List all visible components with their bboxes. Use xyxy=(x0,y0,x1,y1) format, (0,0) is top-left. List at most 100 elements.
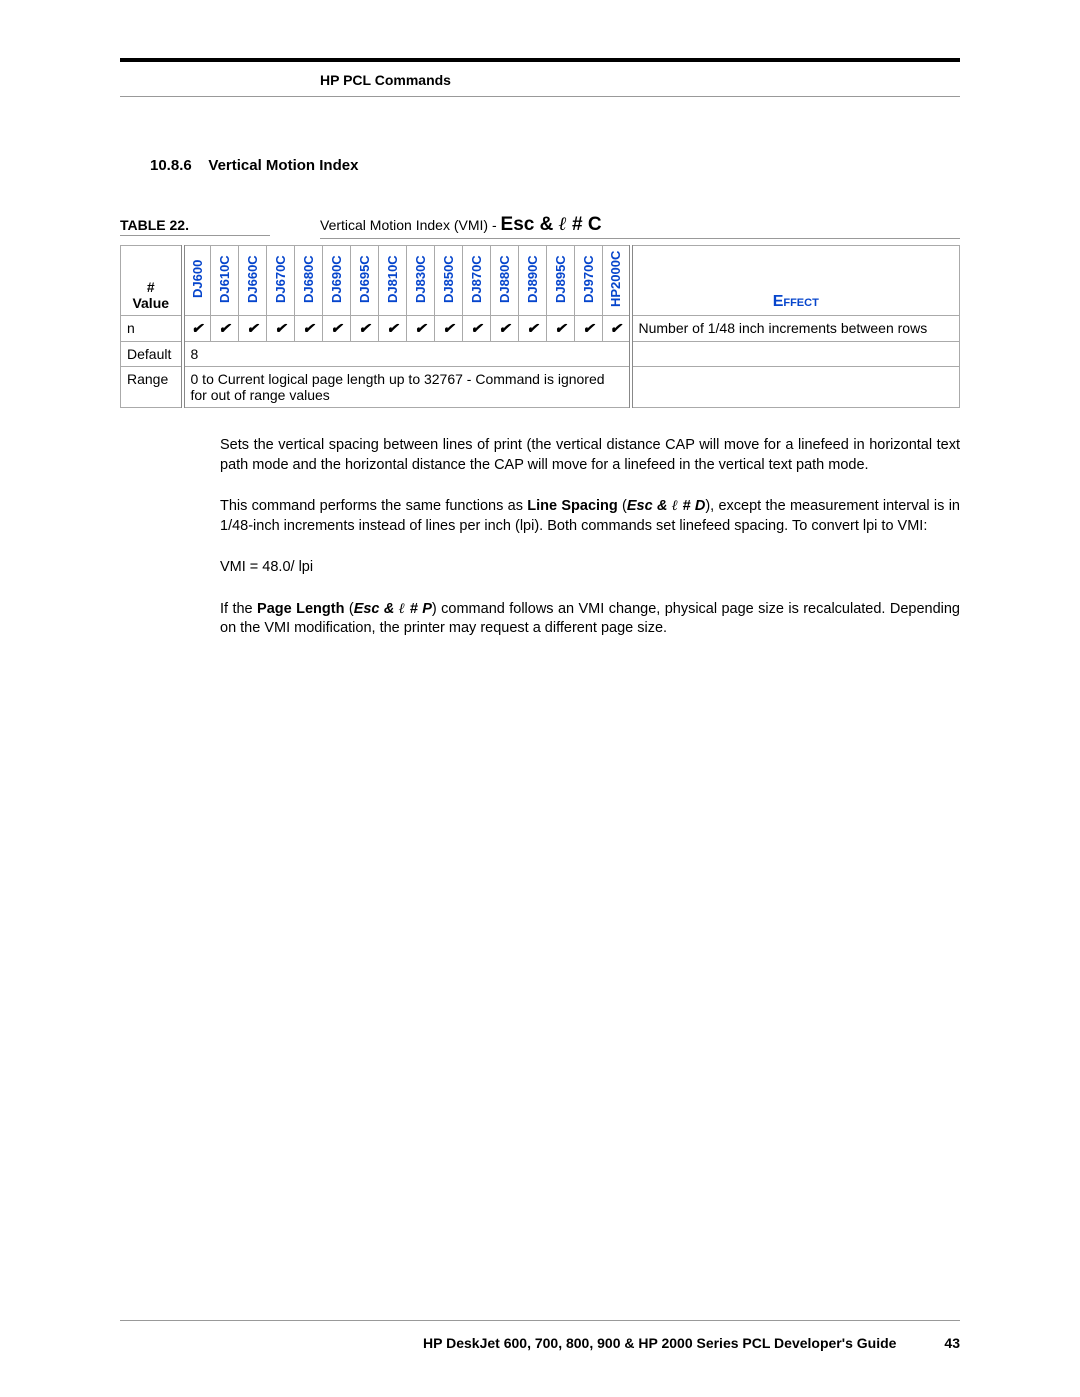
row-span-cell: 8 xyxy=(183,342,631,367)
paragraph: Sets the vertical spacing between lines … xyxy=(220,436,960,475)
check-icon: ✔ xyxy=(275,320,287,336)
row-value: Default xyxy=(121,342,183,367)
printer-header: DJ850C xyxy=(435,246,463,316)
printer-label: DJ830C xyxy=(414,250,427,308)
paragraph: VMI = 48.0/ lpi xyxy=(220,558,960,578)
footer-title: HP DeskJet 600, 700, 800, 900 & HP 2000 … xyxy=(423,1335,896,1351)
printer-header: DJ690C xyxy=(323,246,351,316)
printer-label: DJ695C xyxy=(358,250,371,308)
effect-cell: Number of 1/48 inch increments between r… xyxy=(631,316,960,342)
top-rule xyxy=(120,58,960,62)
printer-header: DJ810C xyxy=(379,246,407,316)
check-cell: ✔ xyxy=(211,316,239,342)
printer-header: HP2000C xyxy=(603,246,631,316)
printer-label: DJ600 xyxy=(191,250,204,308)
check-cell: ✔ xyxy=(435,316,463,342)
check-icon: ✔ xyxy=(359,320,371,336)
check-cell: ✔ xyxy=(547,316,575,342)
printer-label: DJ850C xyxy=(442,250,455,308)
effect-header: Effect xyxy=(631,246,960,316)
printer-label: DJ810C xyxy=(386,250,399,308)
printer-header: DJ600 xyxy=(183,246,211,316)
printer-header: DJ695C xyxy=(351,246,379,316)
row-value: Range xyxy=(121,367,183,408)
printer-header: DJ830C xyxy=(407,246,435,316)
section-number: 10.8.6 xyxy=(150,157,192,174)
effect-cell xyxy=(631,342,960,367)
check-icon: ✔ xyxy=(303,320,315,336)
caption-cmd-a: Esc & xyxy=(501,214,559,235)
printer-header: DJ610C xyxy=(211,246,239,316)
printer-label: DJ670C xyxy=(274,250,287,308)
printer-header: DJ680C xyxy=(295,246,323,316)
p4a: If the xyxy=(220,601,257,617)
table-caption-row: TABLE 22. Vertical Motion Index (VMI) - … xyxy=(120,214,960,239)
check-icon: ✔ xyxy=(527,320,539,336)
effect-cell xyxy=(631,367,960,408)
p4c: ( xyxy=(344,601,353,617)
check-cell: ✔ xyxy=(575,316,603,342)
caption-prefix: Vertical Motion Index (VMI) - xyxy=(320,217,501,233)
check-cell: ✔ xyxy=(491,316,519,342)
check-cell: ✔ xyxy=(379,316,407,342)
header-section-title: HP PCL Commands xyxy=(320,72,960,88)
p4e: # P xyxy=(405,601,432,617)
check-cell: ✔ xyxy=(323,316,351,342)
check-icon: ✔ xyxy=(610,320,622,336)
check-cell: ✔ xyxy=(407,316,435,342)
effect-label: Effect xyxy=(773,293,819,310)
check-icon: ✔ xyxy=(499,320,511,336)
printer-header: DJ895C xyxy=(547,246,575,316)
compatibility-table: # Value DJ600 DJ610C DJ660C DJ670C DJ680… xyxy=(120,245,960,408)
printer-label: DJ660C xyxy=(246,250,259,308)
table-caption: Vertical Motion Index (VMI) - Esc & ℓ # … xyxy=(320,214,960,239)
check-cell: ✔ xyxy=(183,316,211,342)
check-icon: ✔ xyxy=(583,320,595,336)
value-header: # Value xyxy=(121,246,183,316)
check-cell: ✔ xyxy=(351,316,379,342)
p2e: # D xyxy=(678,498,705,514)
printer-header: DJ660C xyxy=(239,246,267,316)
check-icon: ✔ xyxy=(387,320,399,336)
footer: HP DeskJet 600, 700, 800, 900 & HP 2000 … xyxy=(120,1320,960,1351)
p2c: ( xyxy=(618,498,627,514)
p2b: Line Spacing xyxy=(527,498,618,514)
p2d: Esc & xyxy=(627,498,672,514)
check-cell: ✔ xyxy=(295,316,323,342)
paragraph: If the Page Length (Esc & ℓ # P) command… xyxy=(220,600,960,639)
check-cell: ✔ xyxy=(463,316,491,342)
table-row: n ✔ ✔ ✔ ✔ ✔ ✔ ✔ ✔ ✔ ✔ ✔ ✔ ✔ ✔ ✔ ✔ Number… xyxy=(121,316,960,342)
check-icon: ✔ xyxy=(191,320,203,336)
p2a: This command performs the same functions… xyxy=(220,498,527,514)
printer-label: DJ880C xyxy=(498,250,511,308)
check-icon: ✔ xyxy=(247,320,259,336)
table-row: Default 8 xyxy=(121,342,960,367)
footer-line: HP DeskJet 600, 700, 800, 900 & HP 2000 … xyxy=(120,1335,960,1351)
caption-cmd-ell: ℓ xyxy=(559,214,567,235)
printer-header: DJ890C xyxy=(519,246,547,316)
printer-label: DJ870C xyxy=(470,250,483,308)
printer-label: DJ690C xyxy=(330,250,343,308)
table-label: TABLE 22. xyxy=(120,217,270,236)
check-icon: ✔ xyxy=(219,320,231,336)
check-icon: ✔ xyxy=(443,320,455,336)
value-header-b: Value xyxy=(132,295,169,311)
body-text: Sets the vertical spacing between lines … xyxy=(220,436,960,639)
check-icon: ✔ xyxy=(331,320,343,336)
header-underline xyxy=(120,96,960,97)
table-row: Range 0 to Current logical page length u… xyxy=(121,367,960,408)
p4b: Page Length xyxy=(257,601,344,617)
printer-label: DJ610C xyxy=(218,250,231,308)
check-icon: ✔ xyxy=(555,320,567,336)
check-icon: ✔ xyxy=(415,320,427,336)
printer-label: DJ895C xyxy=(554,250,567,308)
p4d: Esc & xyxy=(354,601,399,617)
footer-page: 43 xyxy=(944,1335,960,1351)
footer-rule xyxy=(120,1320,960,1321)
caption-cmd-b: # C xyxy=(567,214,602,235)
check-cell: ✔ xyxy=(267,316,295,342)
printer-header: DJ970C xyxy=(575,246,603,316)
paragraph: This command performs the same functions… xyxy=(220,497,960,536)
row-span-cell: 0 to Current logical page length up to 3… xyxy=(183,367,631,408)
printer-header: DJ880C xyxy=(491,246,519,316)
